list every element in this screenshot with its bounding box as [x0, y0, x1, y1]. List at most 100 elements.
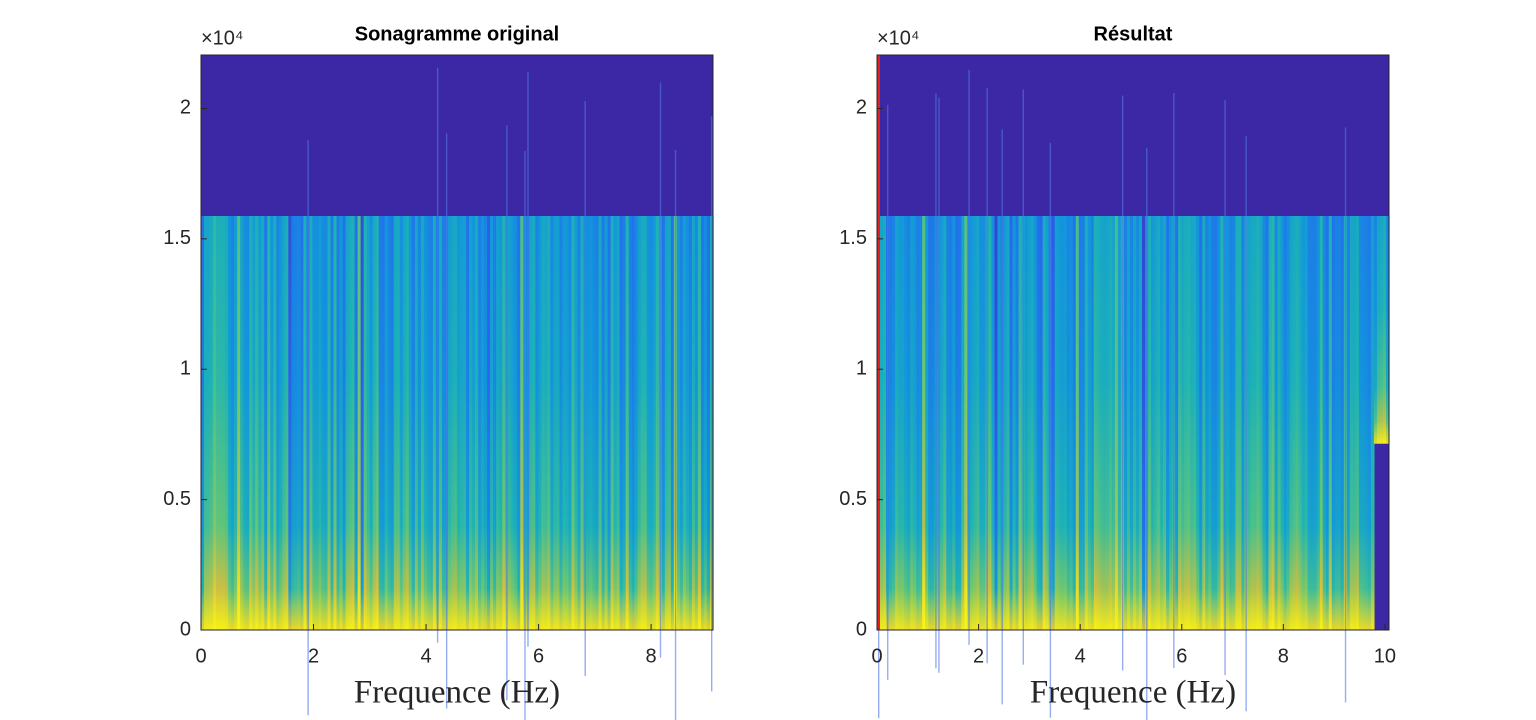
spectrogram-column [601, 216, 606, 630]
spectrogram-column [979, 216, 984, 630]
spectrogram-column [1184, 216, 1188, 630]
spectrogram-streak [1001, 129, 1003, 705]
x-axis-label: Frequence (Hz) [354, 675, 560, 711]
spectrogram-column [222, 216, 226, 630]
spectrogram-column [670, 216, 675, 630]
spectrogram-column [703, 216, 708, 630]
spectrogram-column [279, 216, 283, 630]
spectrogram-column [204, 216, 208, 630]
spectrogram-column [303, 216, 308, 630]
spectrogram-column [1259, 216, 1264, 630]
spectrogram-column [547, 216, 551, 630]
spectrogram-column [613, 216, 618, 630]
spectrogram-column [351, 216, 356, 630]
red-line [877, 55, 880, 630]
spectrogram-column [946, 216, 950, 630]
spectrogram-column [1214, 216, 1218, 630]
spectrogram-column [676, 216, 681, 630]
spectrogram-column [1003, 216, 1008, 630]
spectrogram-column [1313, 216, 1318, 630]
spectrogram-column [1349, 216, 1354, 630]
spectrogram-column [1364, 216, 1369, 630]
spectrogram-column [1247, 216, 1252, 630]
spectrogram-column [336, 216, 341, 630]
spectrogram-column [1042, 216, 1047, 630]
spectrogram-column [327, 216, 332, 630]
x-tick-label: 4 [1075, 645, 1086, 667]
y-exponent: ×10⁴ [877, 27, 920, 49]
x-tick-label: 6 [1176, 645, 1187, 667]
spectrogram-column [1054, 216, 1059, 630]
spectrogram-column [1039, 216, 1044, 630]
spectrogram-column [541, 216, 545, 630]
spectrogram-column [291, 216, 295, 630]
spectrogram-column [1136, 216, 1140, 630]
spectrogram-column [1277, 216, 1282, 630]
spectrogram-column [453, 216, 458, 630]
spectrogram-column [345, 216, 350, 630]
spectrogram-streak [674, 149, 677, 720]
spectrogram-column [928, 216, 932, 630]
spectrogram-streak [659, 82, 662, 658]
spectrogram-column [700, 216, 705, 630]
spectrogram-column [282, 216, 286, 630]
spectrogram-column [225, 216, 229, 630]
spectrogram-column [568, 216, 573, 630]
spectrogram-column [1283, 216, 1288, 630]
spectrogram-column [949, 216, 953, 630]
spectrogram-column [1126, 216, 1131, 630]
spectrogram-column [384, 216, 389, 630]
spectrogram-column [631, 216, 636, 630]
spectrogram-column [1373, 216, 1378, 444]
spectrogram-column [1253, 216, 1258, 630]
spectrogram-column [339, 216, 344, 630]
spectrogram-column [919, 216, 923, 630]
spectrogram-column [550, 216, 554, 630]
spectrogram-column [604, 216, 609, 630]
x-tick-label: 6 [533, 645, 544, 667]
spectrogram-column [414, 216, 419, 630]
spectrogram-column [1280, 216, 1285, 630]
spectrogram-column [994, 216, 999, 630]
spectrogram-column [595, 216, 600, 630]
spectrogram-column [1157, 216, 1161, 630]
spectrogram-column [520, 216, 524, 630]
spectrogram-column [1220, 216, 1224, 630]
spectrogram-column [348, 216, 353, 630]
y-tick-label: 2 [856, 97, 867, 119]
spectrogram-column [390, 216, 395, 630]
spectrogram-column [571, 216, 576, 630]
spectrogram-column [315, 216, 320, 630]
spectrogram-column [973, 216, 977, 630]
spectrogram-column [490, 216, 494, 630]
spectrogram-column [1105, 216, 1110, 630]
spectrogram-column [565, 216, 570, 630]
x-tick-label: 0 [871, 645, 882, 667]
spectrogram-streak [1022, 89, 1024, 665]
spectrogram-column [496, 216, 500, 630]
spectrogram-column [252, 216, 256, 630]
spectrogram-column [1379, 216, 1384, 444]
spectrogram-column [1093, 216, 1098, 630]
spectrogram-column [402, 216, 407, 630]
x-tick-label: 8 [646, 645, 657, 667]
spectrogram-column [1099, 216, 1104, 630]
spectrogram-column [324, 216, 329, 630]
chart-title: Résultat [1094, 23, 1173, 45]
spectrogram-streak [1173, 92, 1175, 668]
spectrogram-column [538, 216, 542, 630]
spectrogram-column [294, 216, 298, 630]
spectrogram-column [1178, 216, 1182, 630]
spectrogram-column [1090, 216, 1095, 630]
x-tick-label: 4 [420, 645, 431, 667]
spectrogram-column [1292, 216, 1297, 630]
spectrogram-column [1169, 216, 1173, 630]
spectrogram-column [922, 216, 926, 630]
spectrogram-streak [710, 116, 713, 692]
y-tick-label: 1 [856, 358, 867, 380]
spectrogram-column [529, 216, 533, 630]
spectrogram-column [1160, 216, 1164, 630]
spectrogram-column [1385, 216, 1390, 444]
spectrogram-column [898, 216, 902, 630]
